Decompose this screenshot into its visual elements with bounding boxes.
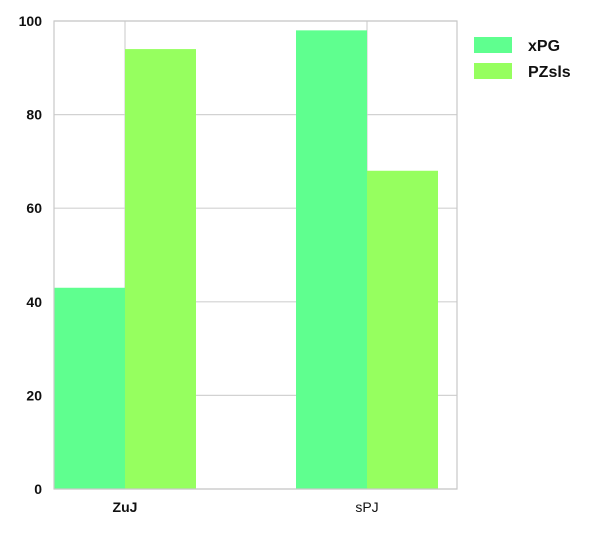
legend-label-xPG: xPG	[528, 38, 560, 55]
x-tick-label-1: sPJ	[355, 499, 378, 515]
legend: xPG PZsls	[474, 37, 571, 81]
x-tick-label-0: ZuJ	[113, 499, 138, 515]
bar-xPG-ZuJ	[54, 287, 125, 489]
y-tick-label-4: 80	[26, 107, 42, 123]
bar-xPG-sPJ	[296, 30, 367, 490]
bar-PZsls-ZuJ	[125, 49, 196, 489]
legend-swatch-PZsls	[474, 63, 512, 79]
y-tick-label-2: 40	[26, 294, 42, 310]
plot-frame	[53, 20, 458, 490]
bars	[54, 30, 438, 490]
y-tick-label-3: 60	[26, 200, 42, 216]
y-tick-label-1: 20	[26, 387, 42, 403]
y-axis-ticks: 0 20 40 60 80 100	[19, 13, 43, 497]
x-axis-ticks: ZuJ sPJ	[113, 499, 379, 515]
legend-swatch-xPG	[474, 37, 512, 53]
legend-label-PZsls: PZsls	[528, 64, 571, 81]
y-tick-label-5: 100	[19, 13, 43, 29]
bar-PZsls-sPJ	[367, 170, 438, 489]
y-tick-label-0: 0	[34, 481, 42, 497]
